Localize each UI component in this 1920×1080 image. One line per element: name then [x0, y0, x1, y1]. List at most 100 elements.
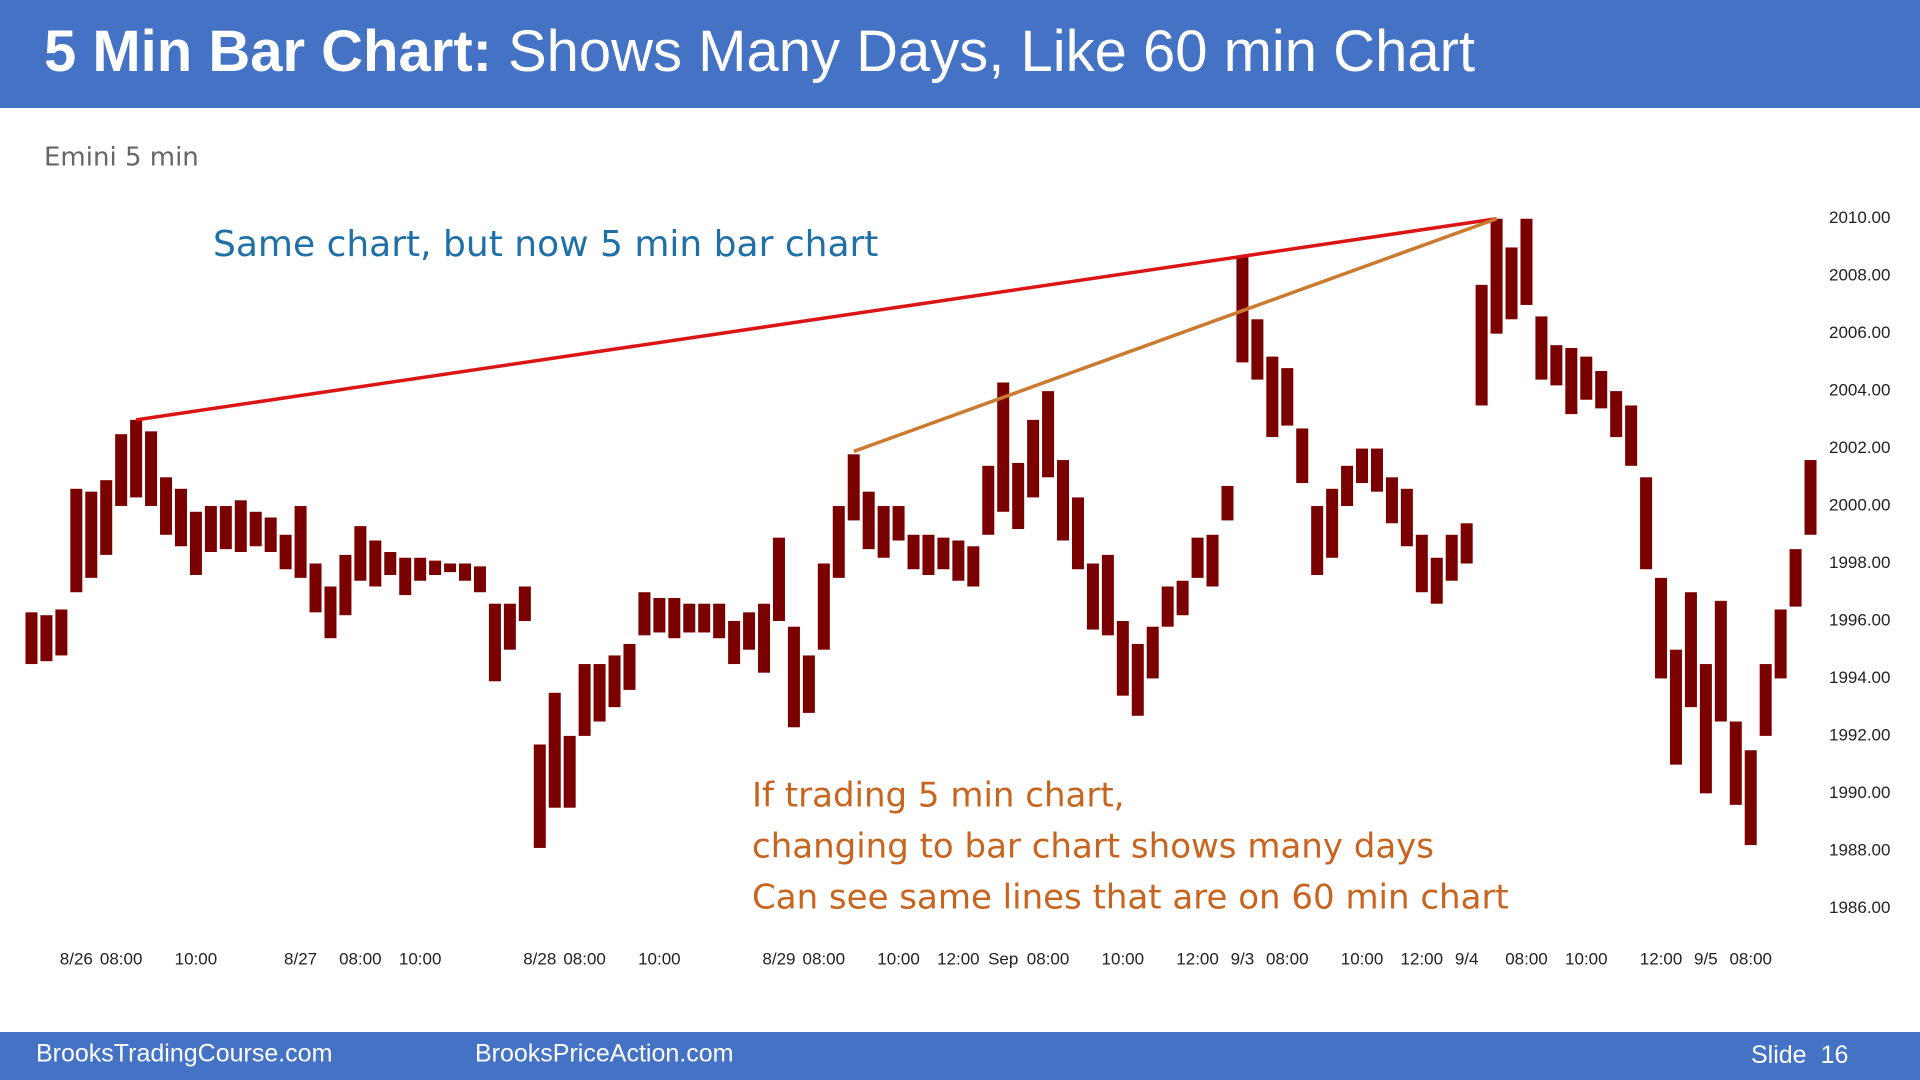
price-bar	[414, 557, 427, 581]
x-tick-label: 10:00	[399, 949, 442, 968]
price-bar	[1206, 534, 1219, 587]
title-bold: 5 Min Bar Chart:	[44, 19, 492, 84]
price-bar	[548, 692, 561, 808]
x-tick-label: 12:00	[937, 949, 980, 968]
price-bar	[1774, 609, 1787, 679]
price-bar	[115, 434, 128, 507]
price-bar	[234, 500, 247, 553]
y-tick-label: 1996.00	[1829, 610, 1890, 629]
y-tick-label: 1992.00	[1829, 725, 1890, 744]
price-bar	[189, 511, 202, 575]
price-bar	[758, 603, 771, 673]
price-bar	[1640, 477, 1653, 570]
x-tick-label: 10:00	[1341, 949, 1384, 968]
x-tick-label: 9/5	[1694, 949, 1718, 968]
x-tick-label: 8/28	[523, 949, 556, 968]
price-bar	[1505, 247, 1518, 320]
price-bar	[1057, 460, 1070, 541]
x-tick-label: 9/4	[1455, 949, 1479, 968]
x-tick-label: 8/27	[284, 949, 317, 968]
price-bar	[1625, 405, 1638, 466]
price-bar	[1326, 488, 1339, 558]
price-bar	[1684, 592, 1697, 708]
price-bar	[339, 554, 352, 616]
price-bar	[668, 597, 681, 639]
price-bar	[1729, 721, 1742, 805]
y-tick-label: 2002.00	[1829, 438, 1890, 457]
price-bar	[1071, 497, 1084, 570]
price-bar	[1430, 557, 1443, 604]
price-bar	[877, 506, 890, 558]
price-bar	[40, 615, 53, 662]
price-bar	[638, 592, 651, 636]
price-bar	[698, 603, 711, 633]
price-bar	[728, 620, 741, 665]
price-bar	[1086, 563, 1099, 630]
price-bar	[1415, 534, 1428, 593]
price-bar	[1744, 750, 1757, 846]
price-bar	[488, 603, 501, 682]
price-bar	[1460, 523, 1473, 564]
chart-title: Emini 5 min	[44, 143, 199, 173]
x-tick-label: 8/29	[762, 949, 795, 968]
price-bar	[1490, 218, 1503, 334]
price-bar	[1610, 391, 1623, 438]
price-bar	[1042, 391, 1055, 478]
footer-center: BrooksPriceAction.com	[475, 1040, 733, 1068]
footer-bar	[0, 1032, 1920, 1080]
price-bar	[55, 609, 68, 656]
x-tick-label: 08:00	[100, 949, 143, 968]
y-tick-label: 1990.00	[1829, 783, 1890, 802]
x-tick-label: 10:00	[877, 949, 920, 968]
x-tick-label: 08:00	[803, 949, 846, 968]
x-tick-label: 10:00	[175, 949, 218, 968]
x-tick-label: 12:00	[1176, 949, 1219, 968]
x-tick-label: 12:00	[1401, 949, 1444, 968]
price-bar	[1385, 477, 1398, 524]
trend-line	[135, 216, 1497, 422]
price-bar	[130, 419, 143, 498]
price-bar	[593, 664, 606, 722]
price-bar	[1161, 586, 1174, 627]
price-bar	[1400, 488, 1413, 547]
annotation: Same chart, but now 5 min bar chart	[213, 224, 878, 265]
price-bar	[817, 563, 830, 650]
price-bar	[653, 597, 666, 633]
price-bar	[1580, 356, 1593, 400]
price-bar	[1116, 620, 1129, 696]
price-bar	[1341, 465, 1354, 507]
price-bar	[399, 557, 412, 596]
header-bar	[0, 0, 1920, 108]
price-bar	[85, 491, 98, 578]
price-bar	[1804, 460, 1817, 535]
price-bar	[1191, 537, 1204, 578]
price-bar	[145, 431, 158, 507]
price-bar	[1370, 448, 1383, 492]
y-tick-label: 1998.00	[1829, 553, 1890, 572]
price-bar	[1146, 626, 1159, 679]
price-bar	[518, 586, 531, 621]
price-bar	[1669, 649, 1682, 765]
price-bar	[444, 563, 457, 573]
x-tick-label: 8/26	[60, 949, 93, 968]
price-bar	[772, 537, 785, 621]
y-tick-label: 2000.00	[1829, 496, 1890, 515]
price-bar	[563, 735, 576, 808]
price-bar	[1027, 419, 1040, 498]
price-bar	[937, 537, 950, 570]
price-bar	[862, 491, 875, 550]
y-tick-label: 2008.00	[1829, 266, 1890, 285]
price-bar	[1251, 319, 1264, 380]
x-tick-label: 08:00	[563, 949, 606, 968]
y-tick-label: 2006.00	[1829, 323, 1890, 342]
x-tick-label: 10:00	[1565, 949, 1608, 968]
y-tick-label: 1988.00	[1829, 840, 1890, 859]
y-tick-label: 1986.00	[1829, 898, 1890, 917]
price-bar	[70, 488, 83, 593]
price-bar	[1445, 534, 1458, 581]
price-bar	[1296, 428, 1309, 484]
price-bar	[1131, 643, 1144, 716]
x-tick-label: 9/3	[1231, 949, 1255, 968]
price-bar	[1356, 448, 1369, 484]
